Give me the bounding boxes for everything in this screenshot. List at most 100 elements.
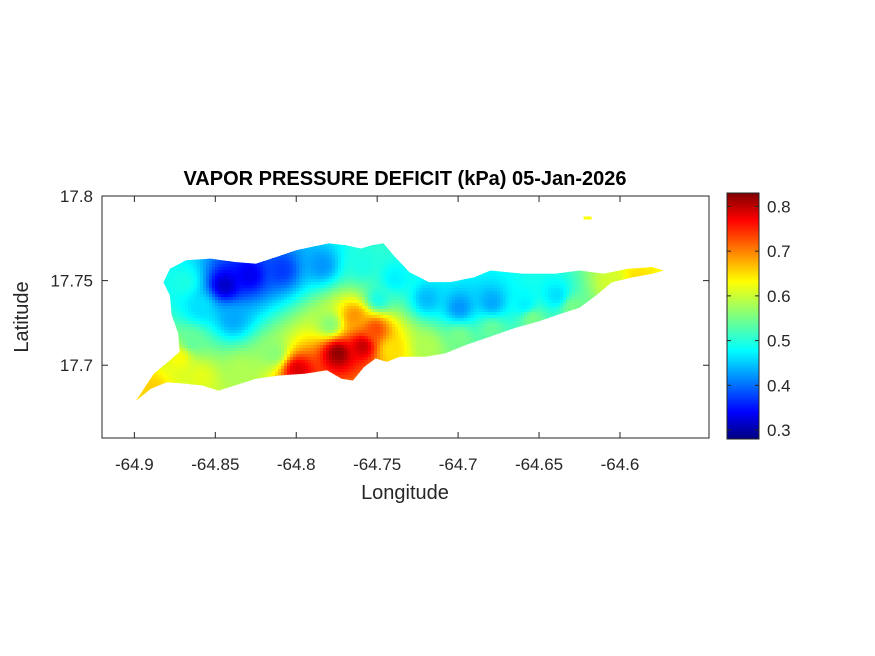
vpd-cell [494, 276, 498, 280]
vpd-cell [395, 267, 399, 271]
vpd-cell [233, 276, 237, 280]
vpd-cell [473, 315, 477, 319]
vpd-cell [353, 306, 357, 310]
vpd-cell [371, 246, 375, 250]
vpd-cell [224, 270, 228, 274]
vpd-cell [356, 312, 360, 316]
vpd-cell [461, 312, 465, 316]
vpd-cell [308, 249, 312, 253]
vpd-cell [260, 306, 264, 310]
vpd-cell [374, 294, 378, 298]
vpd-cell [377, 255, 381, 259]
vpd-cell [332, 285, 336, 289]
vpd-cell [611, 276, 615, 280]
vpd-cell [293, 267, 297, 271]
vpd-cell [209, 288, 213, 292]
vpd-cell [230, 279, 234, 283]
vpd-cell [257, 297, 261, 301]
vpd-cell [587, 288, 591, 292]
vpd-cell [536, 297, 540, 301]
vpd-cell [188, 261, 192, 265]
vpd-cell [323, 258, 327, 262]
vpd-cell [278, 285, 282, 289]
vpd-cell [218, 267, 222, 271]
vpd-cell [557, 285, 561, 289]
vpd-cell [224, 282, 228, 286]
vpd-cell [461, 285, 465, 289]
vpd-cell [380, 270, 384, 274]
vpd-cell [509, 303, 513, 307]
vpd-cell [233, 309, 237, 313]
vpd-cell [269, 288, 273, 292]
vpd-cell [257, 306, 261, 310]
vpd-cell [584, 288, 588, 292]
vpd-cell [209, 297, 213, 301]
vpd-cell [200, 315, 204, 319]
vpd-cell [599, 285, 603, 289]
vpd-cell [257, 312, 261, 316]
vpd-cell [245, 285, 249, 289]
vpd-cell [473, 300, 477, 304]
vpd-cell [332, 255, 336, 259]
vpd-cell [545, 300, 549, 304]
vpd-cell [392, 282, 396, 286]
vpd-cell [305, 315, 309, 319]
vpd-cell [452, 294, 456, 298]
vpd-cell [359, 267, 363, 271]
vpd-cell [209, 264, 213, 268]
vpd-cell [512, 285, 516, 289]
vpd-cell [194, 300, 198, 304]
vpd-cell [410, 291, 414, 295]
vpd-cell [200, 303, 204, 307]
vpd-cell [308, 288, 312, 292]
vpd-cell [356, 288, 360, 292]
vpd-cell [512, 273, 516, 277]
vpd-cell [320, 291, 324, 295]
vpd-cell [227, 264, 231, 268]
vpd-cell [215, 309, 219, 313]
vpd-cell [455, 294, 459, 298]
vpd-cell [416, 312, 420, 316]
vpd-cell [599, 279, 603, 283]
vpd-cell [515, 285, 519, 289]
vpd-cell [374, 297, 378, 301]
vpd-cell [533, 288, 537, 292]
vpd-cell [356, 264, 360, 268]
vpd-cell [320, 288, 324, 292]
vpd-cell [245, 318, 249, 322]
vpd-cell [296, 258, 300, 262]
vpd-cell [434, 288, 438, 292]
vpd-cell [338, 285, 342, 289]
vpd-cell [653, 270, 657, 274]
vpd-cell [371, 297, 375, 301]
vpd-cell [299, 291, 303, 295]
vpd-cell [425, 288, 429, 292]
vpd-cell [296, 252, 300, 256]
vpd-cell [350, 273, 354, 277]
vpd-cell [389, 309, 393, 313]
vpd-cell [581, 294, 585, 298]
vpd-cell [362, 309, 366, 313]
vpd-cell [419, 312, 423, 316]
vpd-cell [239, 300, 243, 304]
vpd-cell [218, 309, 222, 313]
vpd-cell [419, 303, 423, 307]
vpd-cell [365, 306, 369, 310]
vpd-cell [383, 255, 387, 259]
vpd-cell [341, 246, 345, 250]
vpd-cell [464, 309, 468, 313]
vpd-cell [518, 297, 522, 301]
vpd-cell [473, 291, 477, 295]
vpd-cell [368, 264, 372, 268]
vpd-cell [191, 300, 195, 304]
vpd-cell [185, 300, 189, 304]
vpd-cell [251, 315, 255, 319]
vpd-cell [482, 312, 486, 316]
vpd-cell [320, 273, 324, 277]
vpd-cell [227, 261, 231, 265]
vpd-cell [338, 279, 342, 283]
vpd-cell [392, 300, 396, 304]
vpd-cell [230, 288, 234, 292]
vpd-cell [170, 282, 174, 286]
vpd-cell [401, 270, 405, 274]
